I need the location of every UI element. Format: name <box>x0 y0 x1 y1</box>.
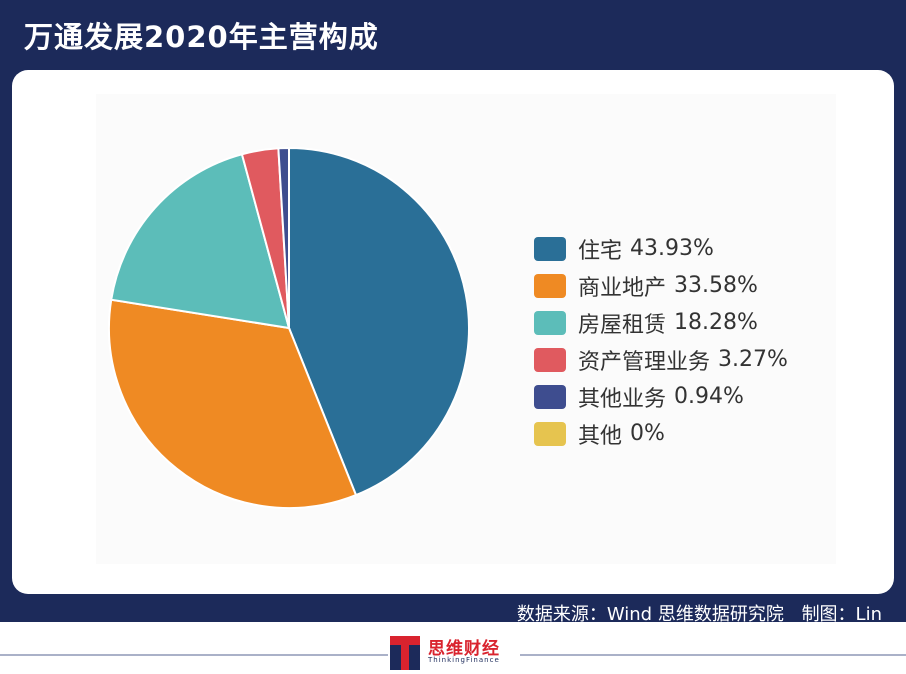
pie-slice-1 <box>108 298 358 509</box>
legend-label: 房屋租赁 <box>578 312 667 338</box>
chart-panel: 住宅 43.93% 商业地产 33.58% 房屋租赁 18.28% 资产管理业务 3.27% 其… <box>12 70 894 594</box>
legend-value: 18.28% <box>674 310 758 335</box>
logo-t-icon <box>390 636 420 670</box>
legend-item: 商业地产 33.58% <box>534 267 788 304</box>
legend-swatch <box>534 236 566 261</box>
legend-item: 其他 0% <box>534 415 788 452</box>
data-source: 数据来源：Wind 思维数据研究院 <box>516 604 784 625</box>
legend-swatch <box>534 310 566 335</box>
legend-item: 房屋租赁 18.28% <box>534 304 788 341</box>
legend-value: 43.93% <box>630 236 714 261</box>
legend-value: 33.58% <box>674 273 758 298</box>
legend-swatch <box>534 421 566 446</box>
chart-credit: 制图：Lin <box>801 604 882 625</box>
legend-item: 住宅 43.93% <box>534 230 788 267</box>
pie-slice-0 <box>288 146 470 497</box>
brand-logo: 思维财经 ThinkingFinance <box>388 632 520 674</box>
chart-frame: 万通发展2020年主营构成 住宅 43.93% 商业地产 33.58% 房屋租赁 18.2… <box>0 0 906 622</box>
legend-label: 商业地产 <box>578 275 667 301</box>
legend-label: 其他 <box>578 423 623 449</box>
legend-swatch <box>534 384 566 409</box>
legend-item: 资产管理业务 3.27% <box>534 341 788 378</box>
legend-value: 0% <box>630 421 665 446</box>
legend-label: 资产管理业务 <box>578 349 711 375</box>
legend-label: 其他业务 <box>578 386 667 412</box>
legend-swatch <box>534 273 566 298</box>
logo-text: 思维财经 <box>428 639 500 659</box>
logo-subtext: ThinkingFinance <box>428 656 500 664</box>
legend: 住宅 43.93% 商业地产 33.58% 房屋租赁 18.28% 资产管理业务 3.27% 其… <box>534 230 788 452</box>
pie-slice-2 <box>110 153 291 330</box>
legend-value: 0.94% <box>674 384 744 409</box>
legend-item: 其他业务 0.94% <box>534 378 788 415</box>
chart-title: 万通发展2020年主营构成 <box>24 20 379 54</box>
pie-chart <box>108 146 470 509</box>
legend-label: 住宅 <box>578 238 623 264</box>
pie-slice-4 <box>277 146 290 329</box>
legend-value: 3.27% <box>718 347 788 372</box>
legend-swatch <box>534 347 566 372</box>
source-line: 数据来源：Wind 思维数据研究院 制图：Lin <box>505 600 882 626</box>
